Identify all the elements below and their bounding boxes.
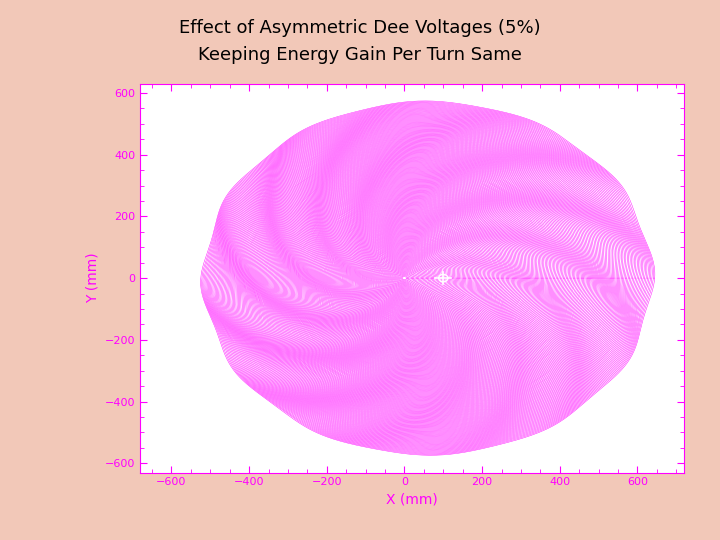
X-axis label: X (mm): X (mm): [387, 493, 438, 507]
Text: Effect of Asymmetric Dee Voltages (5%): Effect of Asymmetric Dee Voltages (5%): [179, 19, 541, 37]
Y-axis label: Y (mm): Y (mm): [86, 253, 99, 303]
Text: Keeping Energy Gain Per Turn Same: Keeping Energy Gain Per Turn Same: [198, 46, 522, 64]
